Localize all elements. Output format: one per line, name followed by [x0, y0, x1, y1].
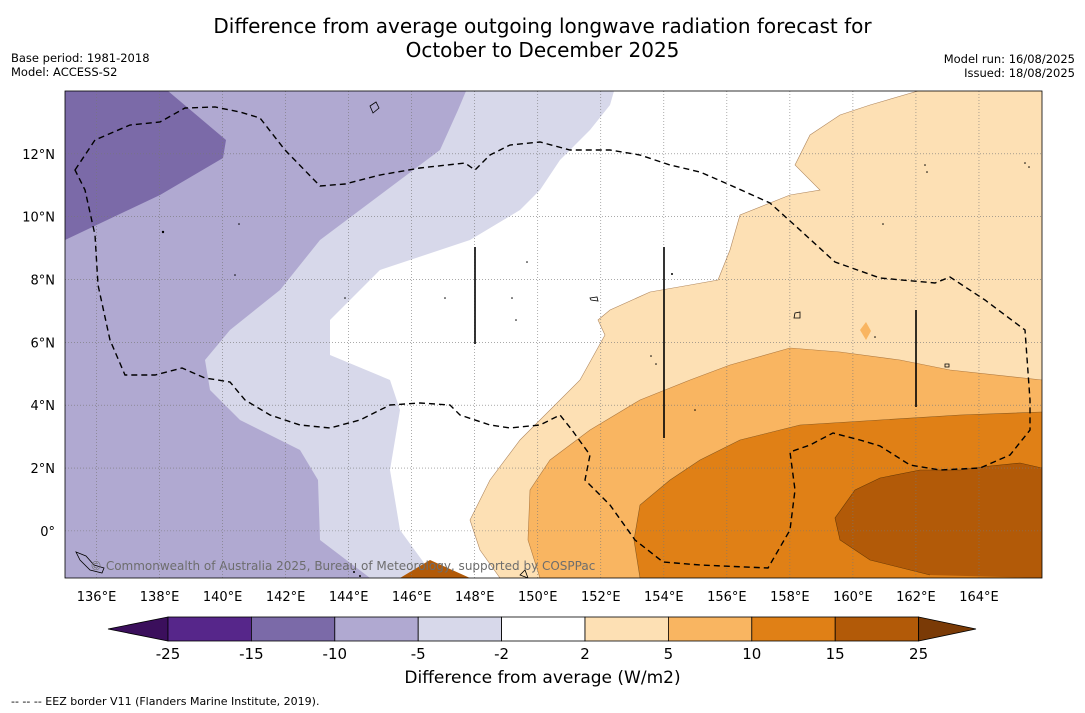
longitude-labels: 136°E 138°E 140°E 142°E 144°E 146°E 148°E 150°E… [77, 590, 999, 605]
chart-title: Difference from average outgoing longwav… [0, 14, 1085, 62]
colorbar-tick-label: -25 [156, 645, 181, 663]
small-islets [161, 162, 1030, 577]
fill-level-plus5-plus10-patch [860, 322, 871, 340]
lat-tick-label: 2°N [31, 462, 56, 477]
lat-tick-label: 0° [40, 525, 55, 540]
lon-tick-label: 158°E [770, 590, 810, 605]
fill-level-plus15-plus25 [835, 463, 1042, 578]
colorbar-tick-label: -5 [411, 645, 426, 663]
lon-tick-label: 150°E [518, 590, 558, 605]
issued-date: Issued: 18/08/2025 [964, 66, 1075, 80]
eez-borders [74, 106, 1031, 569]
island [944, 363, 950, 368]
colorbar-tick-label: -15 [239, 645, 264, 663]
lon-tick-label: 144°E [329, 590, 369, 605]
title-line-1: Difference from average outgoing longwav… [213, 14, 872, 38]
eez-footnote: -- -- -- EEZ border V11 (Flanders Marine… [11, 695, 320, 708]
lon-tick-label: 162°E [896, 590, 936, 605]
lat-tick-label: 12°N [22, 148, 55, 163]
lon-tick-label: 140°E [203, 590, 243, 605]
island [369, 101, 380, 114]
gridlines [65, 91, 1042, 578]
latitude-labels: 0° 2°N 4°N 6°N 8°N 10°N 12°N [22, 148, 55, 540]
meta-left: Base period: 1981-2018 Model: ACCESS-S2 [11, 51, 150, 79]
lat-tick-label: 8°N [31, 274, 56, 289]
model-run: Model run: 16/08/2025 [943, 52, 1075, 66]
lon-tick-label: 160°E [833, 590, 873, 605]
colorbar-tick-label: 2 [580, 645, 590, 663]
lon-tick-label: 154°E [644, 590, 684, 605]
copyright-text: © Commonwealth of Australia 2025, Bureau… [90, 559, 595, 573]
colorbar-tick-label: 5 [664, 645, 674, 663]
plot-frame [64, 90, 1043, 579]
contour-line-5 [527, 347, 1042, 578]
contour-line-15 [834, 462, 1042, 576]
colorbar-bin [501, 616, 586, 642]
lat-tick-label: 10°N [22, 211, 55, 226]
lat-tick-label: 6°N [31, 336, 56, 351]
colorbar-bin [250, 616, 336, 642]
lon-tick-label: 138°E [140, 590, 180, 605]
fill-level-plus15-plus25-edge [400, 560, 470, 578]
colorbar-bin [334, 616, 419, 642]
lon-tick-label: 156°E [707, 590, 747, 605]
colorbar-bin [584, 616, 669, 642]
contour-line-2 [469, 91, 919, 578]
lon-tick-label: 146°E [392, 590, 432, 605]
colorbar-bin [417, 616, 503, 642]
island [589, 296, 599, 302]
lon-tick-label: 164°E [959, 590, 999, 605]
lon-tick-label: 148°E [455, 590, 495, 605]
colorbar-bin [167, 616, 252, 642]
colorbar-tick-label: 10 [742, 645, 761, 663]
colorbar-title: Difference from average (W/m2) [404, 668, 681, 688]
colorbar-extend-low [107, 616, 169, 642]
lon-tick-label: 142°E [266, 590, 306, 605]
colorbar-bin [834, 616, 920, 642]
contour-line-10 [633, 411, 1042, 578]
islands [75, 101, 950, 578]
colorbar-labels: -25 -15 -10 -5 -2 2 5 10 15 25 [156, 645, 928, 663]
colorbar [107, 616, 977, 642]
island [793, 311, 801, 319]
colorbar-tick-label: -2 [494, 645, 509, 663]
colorbar-bin [668, 616, 753, 642]
lon-tick-label: 152°E [581, 590, 621, 605]
island-chain-marks [474, 247, 917, 438]
colorbar-tick-label: 25 [909, 645, 928, 663]
lat-tick-label: 4°N [31, 399, 56, 414]
colorbar-tick-label: 15 [826, 645, 845, 663]
island [75, 551, 105, 574]
title-line-2: October to December 2025 [405, 38, 680, 62]
colorbar-tick-label: -10 [323, 645, 348, 663]
island [519, 569, 529, 578]
anomaly-field [65, 91, 1042, 578]
meta-right: Model run: 16/08/2025 Issued: 18/08/2025 [944, 52, 1075, 80]
base-period: Base period: 1981-2018 [11, 51, 150, 65]
lon-tick-label: 136°E [77, 590, 117, 605]
eez-border-line [74, 106, 1031, 569]
colorbar-extend-high [918, 616, 977, 642]
model-name: Model: ACCESS-S2 [11, 65, 118, 79]
fill-level-minus15-minus10 [65, 91, 226, 240]
colorbar-bin [751, 616, 836, 642]
